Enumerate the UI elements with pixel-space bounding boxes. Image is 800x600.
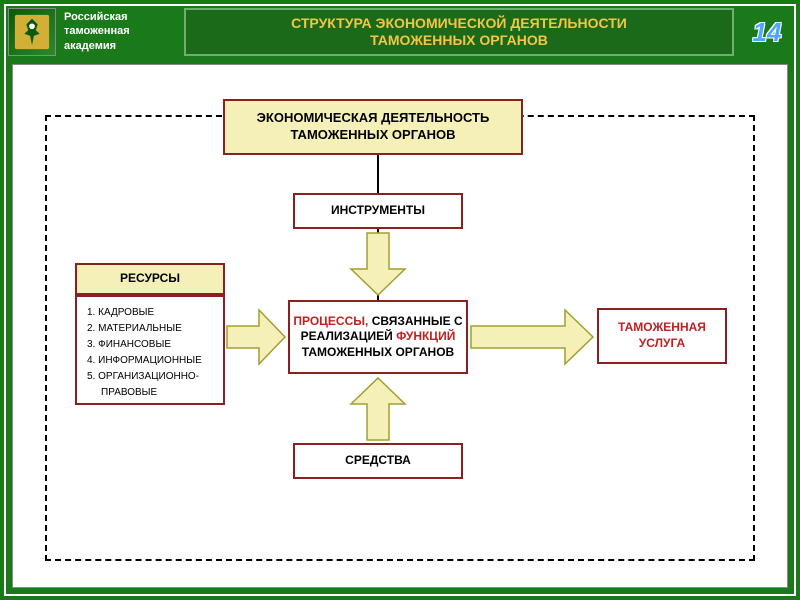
resource-item: МАТЕРИАЛЬНЫЕ — [87, 321, 202, 337]
box-instruments: ИНСТРУМЕНТЫ — [293, 193, 463, 229]
resource-item: ОРГАНИЗАЦИОННО- ПРАВОВЫЕ — [87, 369, 202, 401]
org-line-1: Российская — [64, 10, 184, 24]
resource-item: КАДРОВЫЕ — [87, 305, 202, 321]
arrow-down-icon — [349, 231, 407, 297]
slide-title-text: СТРУКТУРА ЭКОНОМИЧЕСКОЙ ДЕЯТЕЛЬНОСТИ ТАМ… — [291, 15, 627, 49]
arrow-right-long-icon — [469, 308, 595, 366]
page-number-text: 14 — [753, 17, 782, 48]
arrow-right-icon — [225, 308, 287, 366]
box-means: СРЕДСТВА — [293, 443, 463, 479]
org-line-2: таможенная — [64, 24, 184, 38]
resource-item: ИНФОРМАЦИОННЫЕ — [87, 353, 202, 369]
box-resources-list: КАДРОВЫЕ МАТЕРИАЛЬНЫЕ ФИНАНСОВЫЕ ИНФОРМА… — [75, 295, 225, 405]
box-customs-service: ТАМОЖЕННАЯ УСЛУГА — [597, 308, 727, 364]
header-bar: Российская таможенная академия СТРУКТУРА… — [8, 8, 792, 56]
slide-title-box: СТРУКТУРА ЭКОНОМИЧЕСКОЙ ДЕЯТЕЛЬНОСТИ ТАМ… — [184, 8, 734, 56]
page-number: 14 — [742, 8, 792, 56]
org-line-3: академия — [64, 39, 184, 53]
arrow-up-icon — [349, 376, 407, 442]
org-name: Российская таможенная академия — [64, 8, 184, 56]
customs-emblem — [8, 8, 56, 56]
content-area: ЭКОНОМИЧЕСКАЯ ДЕЯТЕЛЬНОСТЬ ТАМОЖЕННЫХ ОР… — [12, 64, 788, 588]
box-main-activity: ЭКОНОМИЧЕСКАЯ ДЕЯТЕЛЬНОСТЬ ТАМОЖЕННЫХ ОР… — [223, 99, 523, 155]
box-resources-header: РЕСУРСЫ — [75, 263, 225, 295]
box-processes: ПРОЦЕССЫ, СВЯЗАННЫЕ С РЕАЛИЗАЦИЕЙ ФУНКЦИ… — [288, 300, 468, 374]
eagle-emblem-icon — [13, 13, 51, 51]
resource-item: ФИНАНСОВЫЕ — [87, 337, 202, 353]
